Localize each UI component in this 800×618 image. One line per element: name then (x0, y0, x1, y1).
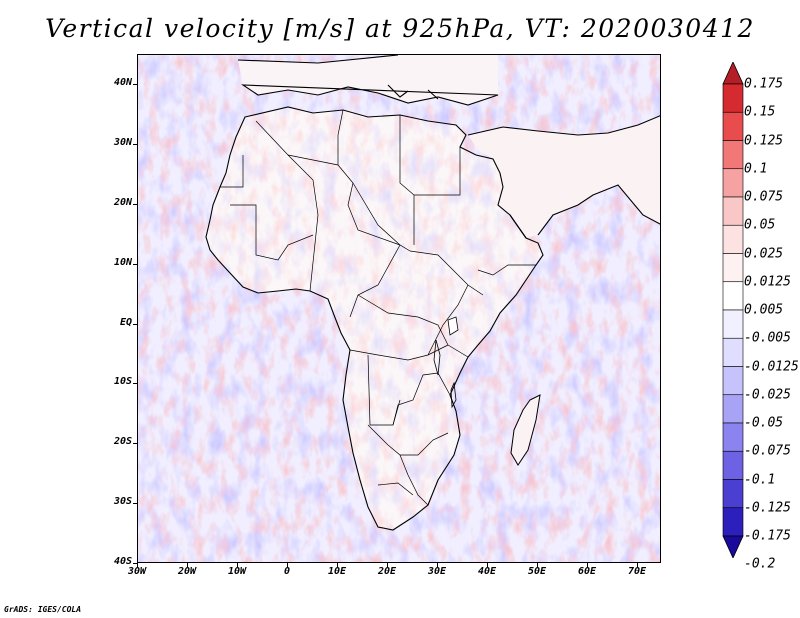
credit-text: GrADS: IGES/COLA (4, 605, 82, 614)
lon-label: 10W (227, 566, 247, 577)
lon-label: 20W (177, 566, 197, 577)
colorbar-swatch (722, 309, 744, 339)
colorbar-label: -0.025 (744, 387, 791, 403)
lon-label: 50E (527, 566, 547, 577)
colorbar-swatch (722, 507, 744, 537)
colorbar-label: -0.1 (744, 472, 776, 487)
lat-label: 20N (113, 196, 132, 208)
lake-tanganyika (433, 339, 441, 376)
lat-tick (133, 143, 137, 145)
lon-label: 30W (127, 566, 147, 577)
lon-tick (237, 563, 238, 567)
colorbar-label: 0.0125 (744, 274, 791, 290)
lat-label: 30N (113, 136, 132, 148)
lat-label: 20S (113, 436, 132, 448)
colorbar-label: -0.2 (744, 556, 776, 572)
colorbar-swatch (722, 140, 744, 170)
colorbar-label: 0.05 (744, 217, 776, 233)
lon-tick (637, 563, 638, 567)
colorbar-label: -0.175 (744, 528, 791, 544)
colorbar-swatch (722, 224, 744, 254)
colorbar-swatch (722, 253, 744, 283)
lat-tick (133, 563, 137, 564)
colorbar-label: 0.15 (744, 104, 776, 120)
arabia-land (468, 115, 660, 238)
lake-malawi (450, 381, 457, 409)
lat-label: 10N (113, 256, 132, 268)
colorbar-label: -0.075 (744, 443, 791, 459)
lat-tick (133, 203, 137, 205)
colorbar-swatch (722, 450, 744, 480)
lon-label: 10E (327, 566, 347, 577)
colorbar-swatch (722, 337, 744, 367)
lat-label: 10S (113, 376, 132, 388)
colorbar-label: 0.025 (744, 246, 784, 261)
coastlines (205, 55, 660, 531)
map-title: Vertical velocity [m/s] at 925hPa, VT: 2… (45, 14, 755, 43)
colorbar-label: 0.005 (744, 302, 784, 318)
colorbar-swatch (722, 366, 744, 396)
colorbar-swatch (722, 281, 744, 311)
lat-label: 30S (113, 496, 132, 508)
lat-tick (133, 383, 137, 385)
colorbar-swatch (722, 479, 744, 509)
lon-tick (387, 563, 388, 567)
lon-label: 20E (377, 566, 397, 577)
lon-label: 70E (627, 566, 647, 577)
lon-label: 60E (577, 566, 597, 577)
map-panel (137, 54, 661, 563)
lon-tick (587, 563, 588, 567)
lat-tick (133, 263, 137, 265)
lon-tick (337, 563, 338, 567)
lake-victoria (447, 316, 459, 336)
lat-tick (133, 503, 137, 505)
lat-label: 40N (113, 77, 132, 88)
lon-tick (487, 563, 488, 567)
colorbar-label: 0.075 (744, 189, 784, 205)
colorbar-label: -0.0125 (744, 359, 799, 374)
colorbar (722, 61, 744, 559)
lon-label: 30E (427, 566, 447, 577)
colorbar-bottom-arrow (722, 535, 744, 559)
colorbar-swatch (722, 196, 744, 226)
lat-tick (133, 84, 137, 85)
madagascar (510, 394, 541, 466)
lon-tick (187, 563, 188, 567)
lat-tick (133, 443, 137, 445)
colorbar-label: 0.175 (744, 76, 784, 92)
lon-tick (137, 563, 138, 567)
colorbar-top-arrow (722, 61, 744, 85)
colorbar-label: -0.005 (744, 330, 791, 346)
lon-label: 0 (283, 566, 291, 577)
lon-label: 40E (477, 566, 497, 577)
country-borders (220, 109, 536, 506)
colorbar-swatch (722, 422, 744, 452)
lon-tick (537, 563, 538, 567)
lon-tick (287, 563, 288, 567)
colorbar-swatch (722, 168, 744, 198)
lat-tick (133, 323, 137, 325)
lon-tick (437, 563, 438, 567)
colorbar-label: 0.125 (744, 133, 784, 148)
lat-label: 40S (113, 556, 132, 567)
lat-label: EQ (119, 316, 132, 328)
colorbar-label: -0.125 (744, 500, 791, 516)
colorbar-label: 0.1 (744, 161, 768, 177)
colorbar-swatch (722, 83, 744, 113)
colorbar-swatch (722, 394, 744, 424)
colorbar-swatch (722, 111, 744, 141)
colorbar-label: -0.05 (744, 415, 784, 431)
